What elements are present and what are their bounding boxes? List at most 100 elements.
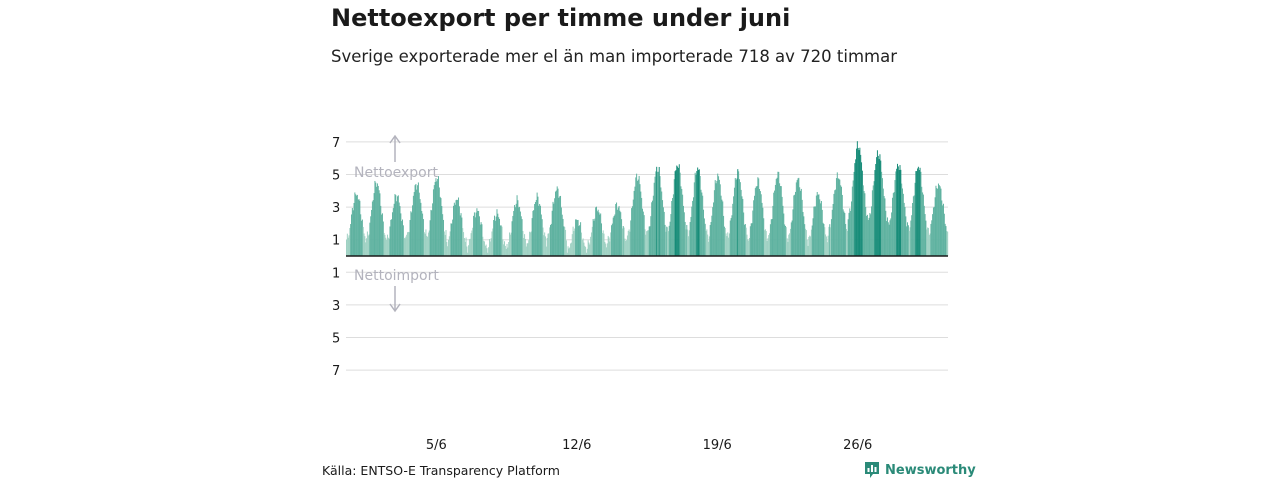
bar bbox=[829, 224, 831, 256]
bar bbox=[406, 234, 408, 256]
bar bbox=[596, 211, 598, 256]
bar bbox=[581, 239, 583, 256]
bar bbox=[539, 205, 541, 256]
bar bbox=[606, 243, 608, 256]
bar bbox=[844, 213, 846, 256]
y-tick-label: 1 bbox=[332, 234, 340, 249]
bar bbox=[422, 213, 424, 256]
bar bbox=[675, 170, 677, 256]
bar bbox=[362, 226, 364, 256]
bar bbox=[840, 185, 842, 256]
bar bbox=[509, 234, 511, 256]
bar bbox=[427, 232, 429, 256]
bar bbox=[479, 224, 481, 256]
bar bbox=[746, 234, 748, 256]
bar bbox=[935, 185, 937, 256]
bar bbox=[384, 234, 386, 256]
bar bbox=[640, 191, 642, 256]
bar bbox=[811, 225, 813, 256]
bar bbox=[661, 191, 663, 256]
bar bbox=[677, 166, 679, 256]
bar bbox=[704, 223, 706, 256]
bar bbox=[738, 179, 740, 256]
bar bbox=[854, 163, 856, 256]
bar bbox=[866, 214, 868, 256]
bar bbox=[934, 197, 936, 256]
bar bbox=[534, 202, 536, 256]
bar bbox=[657, 171, 659, 256]
bar bbox=[408, 232, 410, 256]
bar bbox=[837, 178, 839, 256]
bar bbox=[907, 222, 909, 256]
bar bbox=[903, 202, 905, 256]
bar bbox=[900, 169, 902, 256]
bar bbox=[428, 230, 430, 256]
bar bbox=[662, 207, 664, 256]
bar bbox=[600, 213, 602, 256]
bar bbox=[812, 218, 814, 256]
bar bbox=[504, 245, 506, 256]
bar bbox=[794, 191, 796, 256]
bar bbox=[466, 246, 468, 256]
bar bbox=[560, 207, 562, 256]
bar bbox=[868, 217, 870, 256]
bar bbox=[407, 232, 409, 256]
bar bbox=[679, 172, 681, 256]
bar bbox=[592, 219, 594, 256]
bar bbox=[575, 219, 577, 256]
bar bbox=[776, 177, 778, 256]
bar bbox=[632, 199, 634, 256]
bar bbox=[928, 235, 930, 256]
bar bbox=[374, 180, 376, 256]
bar bbox=[622, 226, 624, 256]
bar bbox=[792, 209, 794, 256]
bar bbox=[932, 207, 934, 256]
bar bbox=[912, 196, 914, 256]
bar bbox=[783, 213, 785, 256]
bar bbox=[410, 211, 412, 256]
bar bbox=[514, 207, 516, 256]
bar bbox=[789, 233, 791, 256]
brand-logo[interactable]: Newsworthy bbox=[864, 461, 976, 479]
bar bbox=[497, 213, 499, 256]
bar bbox=[387, 237, 389, 256]
bar bbox=[937, 183, 939, 256]
bar bbox=[458, 206, 460, 256]
bar bbox=[448, 236, 450, 256]
bar bbox=[710, 222, 712, 256]
bar bbox=[585, 246, 587, 256]
bar bbox=[537, 196, 539, 256]
bar bbox=[933, 206, 935, 256]
bar bbox=[770, 219, 772, 256]
bar bbox=[944, 223, 946, 256]
bar bbox=[869, 212, 871, 256]
bar bbox=[793, 195, 795, 256]
bar bbox=[429, 220, 431, 256]
bar bbox=[612, 217, 614, 256]
bar bbox=[535, 199, 537, 256]
bar bbox=[447, 246, 449, 256]
bar bbox=[765, 231, 767, 256]
source-note: Källa: ENTSO-E Transparency Platform bbox=[322, 463, 560, 478]
bar bbox=[785, 227, 787, 256]
bar bbox=[540, 214, 542, 256]
bar bbox=[689, 222, 691, 256]
bar bbox=[623, 227, 625, 256]
bar bbox=[651, 202, 653, 256]
bar bbox=[810, 236, 812, 256]
bar bbox=[685, 229, 687, 256]
bar bbox=[567, 246, 569, 256]
bar bbox=[414, 185, 416, 256]
bar bbox=[448, 239, 449, 256]
bar bbox=[862, 185, 864, 256]
bar bbox=[731, 215, 733, 256]
bar bbox=[787, 241, 789, 256]
bar bbox=[455, 200, 457, 256]
bar bbox=[382, 221, 384, 256]
bar bbox=[815, 195, 817, 256]
bar bbox=[918, 170, 920, 256]
bar bbox=[470, 233, 472, 256]
bar bbox=[356, 194, 358, 256]
bar bbox=[493, 220, 495, 256]
